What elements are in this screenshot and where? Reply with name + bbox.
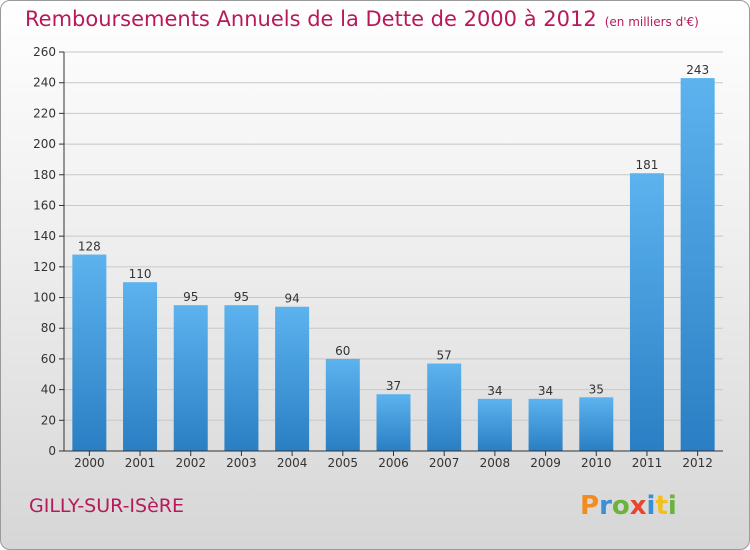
x-tick-label: 2002 — [175, 456, 206, 470]
logo-letter: x — [629, 491, 647, 521]
data-label: 110 — [129, 267, 152, 281]
data-label: 243 — [686, 63, 709, 77]
logo-letter: i — [667, 491, 677, 521]
y-tick-label: 0 — [48, 444, 56, 458]
bar — [376, 394, 411, 451]
x-tick-label: 2007 — [429, 456, 460, 470]
logo-letter: P — [580, 491, 600, 521]
data-label: 128 — [78, 240, 101, 254]
x-tick-label: 2008 — [480, 456, 511, 470]
data-label: 57 — [437, 349, 452, 363]
data-label: 95 — [183, 290, 198, 304]
x-tick-label: 2000 — [74, 456, 105, 470]
chart-title-text: Remboursements Annuels de la Dette de 20… — [25, 7, 597, 31]
logo-letter: r — [599, 491, 612, 521]
data-label: 34 — [538, 384, 553, 398]
data-label: 60 — [335, 344, 350, 358]
y-tick-label: 260 — [33, 45, 56, 59]
bar — [477, 398, 512, 451]
bar — [72, 254, 107, 451]
y-tick-label: 160 — [33, 198, 56, 212]
chart-title: Remboursements Annuels de la Dette de 20… — [25, 7, 699, 31]
data-label: 94 — [284, 292, 299, 306]
y-tick-label: 20 — [41, 413, 56, 427]
bar — [224, 305, 259, 451]
y-tick-label: 220 — [33, 106, 56, 120]
bar — [427, 363, 462, 451]
x-tick-label: 2012 — [682, 456, 713, 470]
data-label: 34 — [487, 384, 502, 398]
logo-letter: i — [646, 491, 656, 521]
bar — [123, 282, 158, 451]
x-tick-label: 2005 — [328, 456, 359, 470]
y-tick-label: 120 — [33, 260, 56, 274]
proxiti-logo: Proxiti — [580, 491, 677, 521]
bars: 128 110 95 95 94 60 37 57 34 34 35 181 243 — [72, 63, 715, 451]
logo-letter: o — [611, 491, 630, 521]
bar — [275, 306, 310, 451]
data-label: 35 — [589, 382, 604, 396]
x-tick-label: 2009 — [530, 456, 561, 470]
bar — [528, 398, 563, 451]
y-tick-label: 180 — [33, 168, 56, 182]
y-tick-label: 140 — [33, 229, 56, 243]
x-tick-label: 2006 — [378, 456, 409, 470]
x-tick-label: 2010 — [581, 456, 612, 470]
bar — [579, 397, 614, 451]
y-tick-label: 80 — [41, 321, 56, 335]
logo-letter: t — [655, 491, 668, 521]
bar — [325, 358, 360, 451]
bar — [629, 173, 664, 451]
axes: 0 20 40 60 80 100 120 140 160 180 200 220 240 260 2000… — [33, 45, 723, 470]
bar — [173, 305, 208, 451]
x-tick-label: 2011 — [632, 456, 663, 470]
chart-unit: (en milliers d'€) — [604, 15, 699, 29]
x-tick-label: 2004 — [277, 456, 308, 470]
data-label: 37 — [386, 379, 401, 393]
y-tick-label: 40 — [41, 383, 56, 397]
y-tick-label: 200 — [33, 137, 56, 151]
y-tick-label: 100 — [33, 291, 56, 305]
data-label: 95 — [234, 290, 249, 304]
commune-name: GILLY-SUR-ISèRE — [29, 495, 184, 517]
x-tick-label: 2001 — [125, 456, 156, 470]
bar — [680, 78, 715, 451]
y-tick-label: 60 — [41, 352, 56, 366]
y-tick-label: 240 — [33, 76, 56, 90]
data-label: 181 — [636, 158, 659, 172]
x-tick-label: 2003 — [226, 456, 257, 470]
